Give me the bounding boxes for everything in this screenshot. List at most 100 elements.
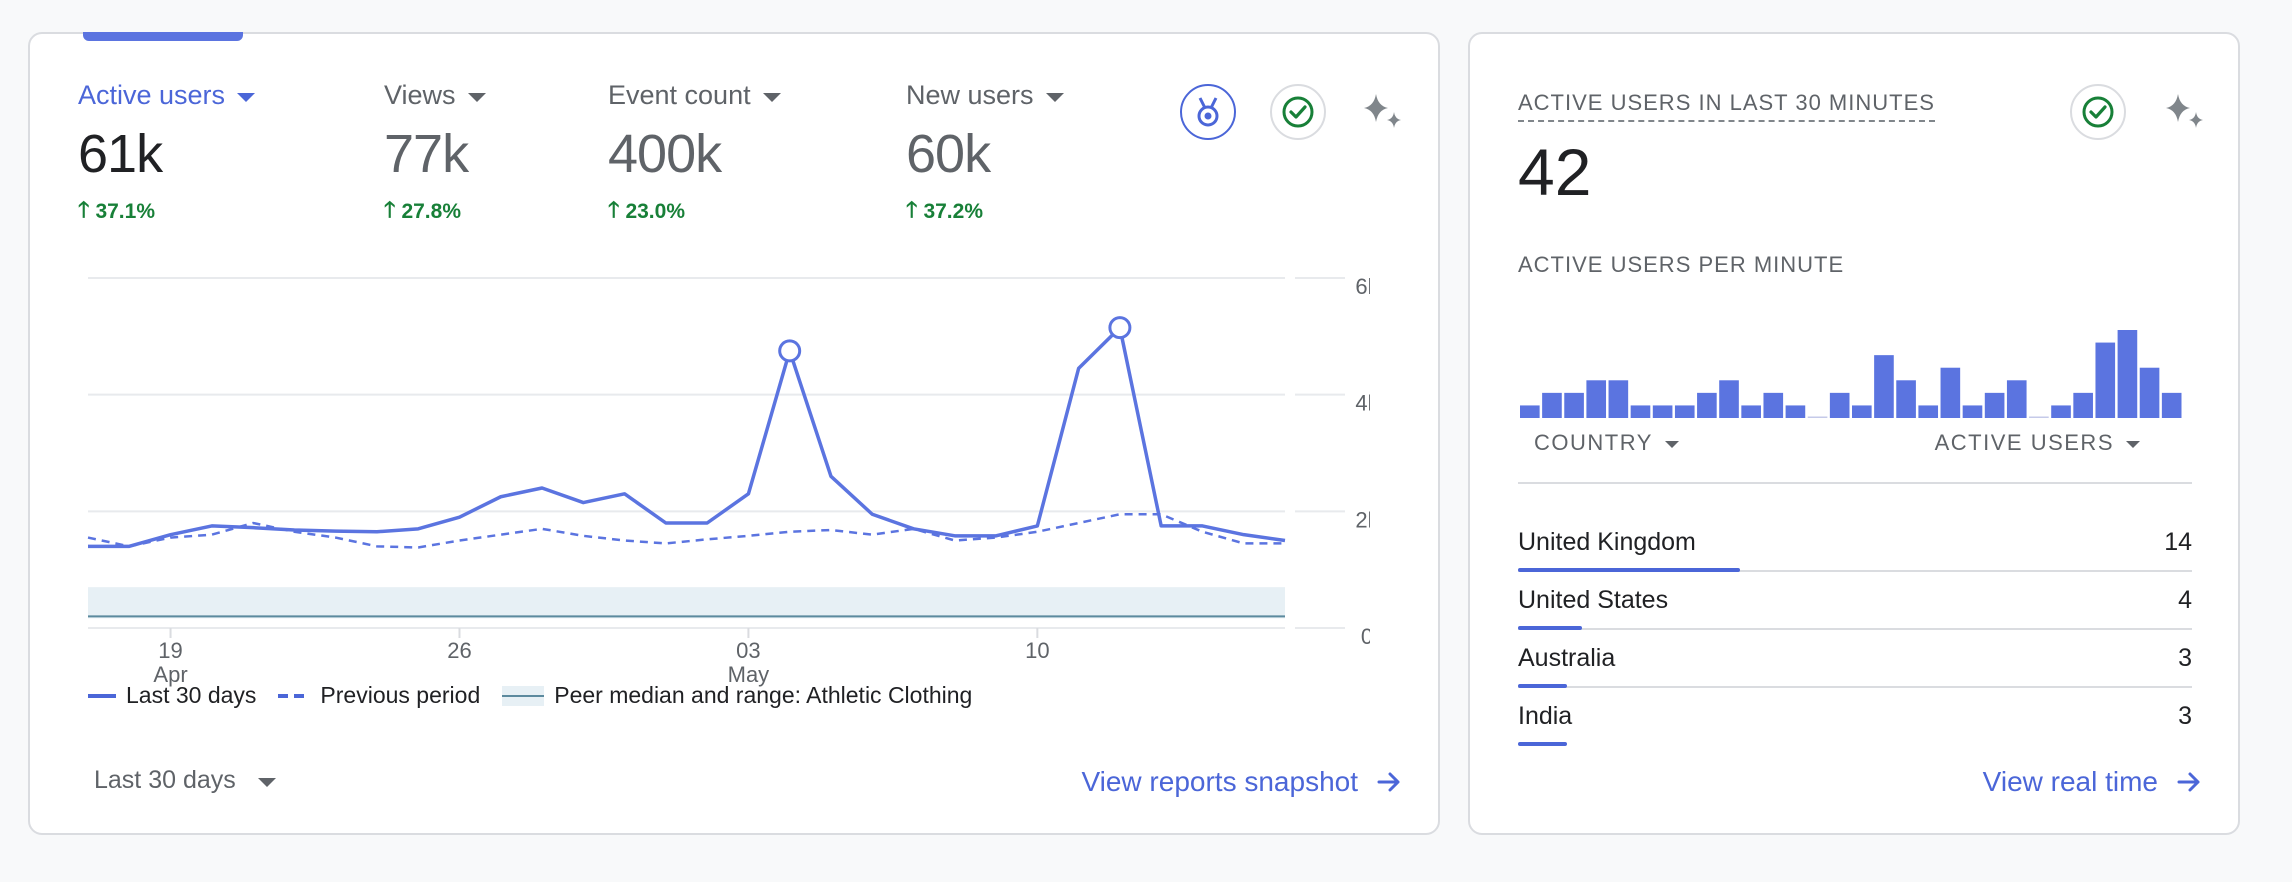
peak-point[interactable] (778, 339, 802, 363)
minute-bar[interactable] (1697, 392, 1717, 418)
minute-bar[interactable] (1962, 405, 1983, 418)
previous-period-line (87, 513, 1285, 549)
minute-bar[interactable] (1785, 405, 1806, 418)
minute-bar[interactable] (1763, 392, 1784, 418)
view-real-time-link[interactable]: View real time (1983, 766, 2202, 798)
minute-bar[interactable] (1586, 380, 1607, 418)
metric-views[interactable]: Views 77k 🡑 27.8% (384, 80, 486, 231)
metric-active-users[interactable]: Active users 61k 🡑 37.1% (78, 80, 256, 231)
selected-tab-indicator (83, 32, 243, 41)
minute-bar[interactable] (1807, 416, 1828, 419)
table-row: Australia 3 (1518, 630, 2192, 688)
sparkle-icon[interactable] (1354, 84, 1410, 140)
legend-current: Last 30 days (88, 682, 256, 709)
legend-label: Last 30 days (126, 682, 257, 708)
metric-change: 37.2% (923, 200, 983, 223)
column-label: COUNTRY (1534, 430, 1653, 455)
x-tick-month-label: May (728, 662, 770, 687)
x-tick-label: 10 (1025, 638, 1049, 663)
minute-bar[interactable] (1630, 405, 1651, 418)
minute-bar[interactable] (2117, 330, 2138, 418)
minute-bar[interactable] (1564, 392, 1584, 418)
minute-bar[interactable] (1608, 380, 1629, 418)
share-bar (1518, 568, 1741, 572)
legend-label: Peer median and range: Athletic Clothing (554, 682, 973, 708)
benchmark-badge-icon[interactable] (1180, 84, 1236, 140)
chart-legend: Last 30 days Previous period Peer median… (88, 682, 978, 709)
y-tick-label: 2k (1355, 507, 1370, 532)
minute-bar[interactable] (1652, 405, 1673, 418)
metric-event-count[interactable]: Event count 400k 🡑 23.0% (608, 80, 781, 231)
minute-bar[interactable] (1741, 405, 1761, 418)
y-tick-label: 6k (1355, 274, 1370, 299)
arrow-up-icon: 🡑 (608, 197, 620, 222)
link-label: View real time (1982, 766, 2158, 797)
minute-bar[interactable] (1719, 380, 1739, 418)
minute-bar[interactable] (1520, 405, 1540, 418)
peak-point[interactable] (1108, 316, 1132, 340)
overview-card: Active users 61k 🡑 37.1% Views 77k 🡑 27.8%… (28, 32, 1440, 835)
country-name: United Kingdom (1518, 528, 1696, 556)
column-label: ACTIVE USERS (1934, 430, 2114, 455)
sparkle-icon[interactable] (2156, 84, 2212, 140)
check-circle-icon[interactable] (2070, 84, 2126, 140)
metric-change: 37.1% (95, 200, 155, 223)
minute-bar[interactable] (2073, 392, 2093, 418)
arrow-up-icon: 🡑 (78, 197, 90, 222)
minute-bar[interactable] (1674, 405, 1695, 418)
view-reports-snapshot-link[interactable]: View reports snapshot (1081, 766, 1402, 798)
metric-label: Event count (608, 80, 751, 110)
realtime-card: ACTIVE USERS IN LAST 30 MINUTES 42 ACTIV… (1468, 32, 2240, 835)
minute-bar[interactable] (1984, 392, 2005, 418)
metric-label: Active users (78, 80, 226, 110)
chevron-down-icon[interactable] (1045, 92, 1064, 102)
x-tick-label: 03 (736, 638, 760, 663)
active-users-column-header[interactable]: ACTIVE USERS (1935, 430, 2140, 456)
country-column-header[interactable]: COUNTRY (1534, 430, 1679, 456)
chevron-down-icon[interactable] (467, 92, 486, 102)
metric-change: 23.0% (625, 200, 685, 223)
arrow-right-icon (1377, 772, 1400, 792)
table-row: India 3 (1518, 688, 2192, 746)
metric-value: 60k (906, 124, 991, 184)
minute-bar[interactable] (1852, 405, 1872, 418)
chevron-down-icon[interactable] (762, 92, 781, 102)
minute-bar[interactable] (2161, 392, 2182, 418)
minute-bar[interactable] (1896, 380, 1916, 418)
share-bar (1518, 626, 1583, 630)
minute-bar[interactable] (2095, 342, 2116, 418)
minute-bar[interactable] (2006, 380, 2027, 418)
peer-band-icon (502, 685, 545, 706)
minute-bar[interactable] (1829, 392, 1850, 418)
per-minute-label: ACTIVE USERS PER MINUTE (1518, 252, 1845, 277)
share-bar (1518, 742, 1567, 746)
minute-bar[interactable] (1940, 367, 1961, 418)
dashed-line-icon (278, 693, 311, 698)
check-circle-icon[interactable] (1270, 84, 1326, 140)
metric-value: 77k (384, 124, 469, 184)
peer-range-band (88, 587, 1285, 619)
table-row: United Kingdom 14 (1518, 514, 2192, 572)
minute-bar[interactable] (1874, 355, 1894, 418)
metric-change: 27.8% (401, 200, 461, 223)
arrow-right-icon (2177, 772, 2200, 792)
arrow-up-icon: 🡑 (906, 197, 918, 222)
metric-value: 61k (78, 124, 163, 184)
minute-bar[interactable] (2139, 367, 2160, 418)
per-minute-bar-chart (1520, 330, 2182, 419)
minute-bar[interactable] (2029, 416, 2049, 419)
chevron-down-icon[interactable] (237, 92, 256, 102)
solid-line-icon (88, 693, 116, 698)
date-range-label: Last 30 days (94, 766, 236, 794)
row-divider (1518, 570, 2192, 572)
realtime-title[interactable]: ACTIVE USERS IN LAST 30 MINUTES (1518, 90, 1935, 122)
table-row: United States 4 (1518, 572, 2192, 630)
x-tick-label: 26 (447, 638, 471, 663)
metric-new-users[interactable]: New users 60k 🡑 37.2% (906, 80, 1064, 231)
table-divider (1518, 482, 2192, 484)
minute-bar[interactable] (2051, 405, 2071, 418)
minute-bar[interactable] (1918, 405, 1939, 418)
minute-bar[interactable] (1542, 392, 1562, 418)
date-range-select[interactable]: Last 30 days (94, 766, 276, 795)
